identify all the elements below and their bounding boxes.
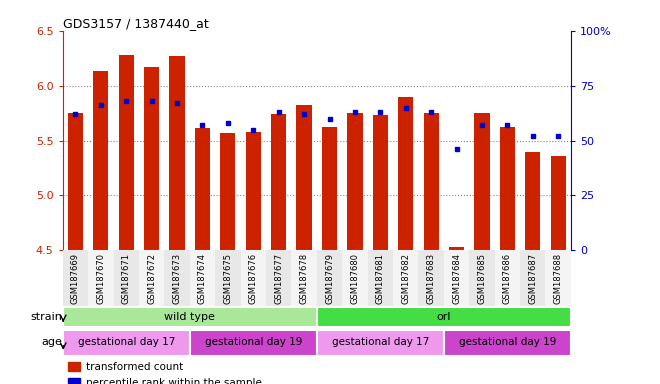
Bar — [195, 129, 210, 250]
Text: orl: orl — [437, 312, 451, 322]
Bar — [424, 113, 439, 250]
Bar — [444, 330, 571, 356]
Text: GSM187673: GSM187673 — [172, 253, 182, 304]
Bar — [444, 250, 469, 306]
Bar — [373, 115, 388, 250]
Bar — [545, 250, 571, 306]
Text: GSM187677: GSM187677 — [274, 253, 283, 304]
Bar — [240, 250, 266, 306]
Bar — [88, 250, 114, 306]
Bar — [114, 250, 139, 306]
Text: GSM187686: GSM187686 — [503, 253, 512, 304]
Bar — [220, 133, 236, 250]
Bar — [317, 250, 343, 306]
Bar — [68, 113, 83, 250]
Text: wild type: wild type — [164, 312, 215, 322]
Bar — [525, 152, 541, 250]
Bar — [347, 113, 362, 250]
Text: GSM187685: GSM187685 — [477, 253, 486, 304]
Text: GSM187680: GSM187680 — [350, 253, 360, 304]
Bar — [63, 250, 88, 306]
Text: GDS3157 / 1387440_at: GDS3157 / 1387440_at — [63, 17, 209, 30]
Bar — [317, 307, 571, 327]
Text: GSM187676: GSM187676 — [249, 253, 258, 304]
Bar — [139, 250, 164, 306]
Text: GSM187672: GSM187672 — [147, 253, 156, 304]
Bar — [63, 307, 317, 327]
Bar — [500, 127, 515, 250]
Text: gestational day 19: gestational day 19 — [205, 337, 302, 347]
Bar — [368, 250, 393, 306]
Text: GSM187683: GSM187683 — [426, 253, 436, 304]
Text: GSM187684: GSM187684 — [452, 253, 461, 304]
Bar — [317, 330, 444, 356]
Bar — [393, 250, 418, 306]
Bar — [246, 132, 261, 250]
Bar — [322, 127, 337, 250]
Bar — [475, 113, 490, 250]
Text: GSM187670: GSM187670 — [96, 253, 106, 304]
Bar — [449, 247, 464, 250]
Text: strain: strain — [31, 312, 63, 322]
Text: GSM187681: GSM187681 — [376, 253, 385, 304]
Bar — [63, 330, 190, 356]
Text: gestational day 19: gestational day 19 — [459, 337, 556, 347]
Text: GSM187688: GSM187688 — [554, 253, 563, 304]
Bar — [119, 55, 134, 250]
Text: GSM187682: GSM187682 — [401, 253, 411, 304]
Bar — [190, 330, 317, 356]
Bar — [418, 250, 444, 306]
Text: GSM187679: GSM187679 — [325, 253, 334, 304]
Text: GSM187671: GSM187671 — [121, 253, 131, 304]
Bar — [190, 250, 215, 306]
Text: gestational day 17: gestational day 17 — [77, 337, 175, 347]
Bar — [520, 250, 545, 306]
Bar — [266, 250, 292, 306]
Bar — [215, 250, 240, 306]
Text: age: age — [42, 337, 63, 347]
Bar — [398, 97, 413, 250]
Bar — [170, 56, 185, 250]
Bar — [469, 250, 495, 306]
Bar — [144, 67, 159, 250]
Legend: transformed count, percentile rank within the sample: transformed count, percentile rank withi… — [68, 362, 261, 384]
Text: GSM187669: GSM187669 — [71, 253, 80, 304]
Text: GSM187674: GSM187674 — [198, 253, 207, 304]
Bar — [271, 114, 286, 250]
Text: gestational day 17: gestational day 17 — [331, 337, 429, 347]
Bar — [343, 250, 368, 306]
Bar — [550, 156, 566, 250]
Text: GSM187687: GSM187687 — [528, 253, 537, 304]
Bar — [93, 71, 108, 250]
Text: GSM187678: GSM187678 — [300, 253, 309, 304]
Bar — [495, 250, 520, 306]
Bar — [164, 250, 190, 306]
Text: GSM187675: GSM187675 — [223, 253, 232, 304]
Bar — [296, 105, 312, 250]
Bar — [292, 250, 317, 306]
